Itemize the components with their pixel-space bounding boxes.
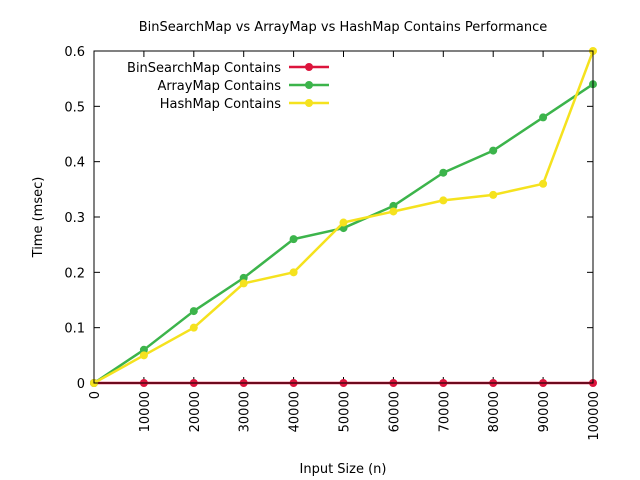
data-point — [239, 279, 248, 288]
data-point — [489, 146, 498, 155]
x-tick-label: 50000 — [338, 391, 353, 432]
x-tick-label: 30000 — [238, 391, 253, 432]
data-point — [439, 196, 448, 205]
x-tick-label: 0 — [88, 391, 103, 399]
x-tick-label: 90000 — [537, 391, 552, 432]
y-tick-label: 0.5 — [64, 100, 85, 115]
x-tick-label: 20000 — [188, 391, 203, 432]
x-axis-label: Input Size (n) — [300, 462, 387, 477]
legend-swatch-point — [305, 81, 313, 89]
y-tick-label: 0.1 — [64, 322, 85, 337]
y-axis-label: Time (msec) — [31, 177, 46, 259]
y-tick-label: 0.4 — [64, 156, 85, 171]
y-tick-label: 0.6 — [64, 45, 85, 60]
data-point — [489, 190, 498, 199]
legend-swatch-point — [305, 63, 313, 71]
data-point — [139, 351, 148, 360]
legend-label: ArrayMap Contains — [157, 79, 281, 94]
data-point — [189, 307, 198, 316]
data-point — [439, 168, 448, 177]
legend: BinSearchMap Contains ArrayMap Contains Ha… — [127, 61, 329, 112]
x-tick-label: 100000 — [587, 391, 602, 441]
y-tick-label: 0.2 — [64, 266, 85, 281]
data-point — [139, 345, 148, 354]
legend-label: BinSearchMap Contains — [127, 61, 281, 76]
data-point — [539, 113, 548, 122]
series-1 — [90, 80, 597, 387]
chart-title: BinSearchMap vs ArrayMap vs HashMap Cont… — [139, 20, 548, 35]
x-tick-label: 60000 — [387, 391, 402, 432]
data-point — [389, 207, 398, 216]
data-point — [189, 323, 198, 332]
series-line — [93, 83, 594, 385]
data-point — [339, 218, 348, 227]
x-tick-label: 80000 — [487, 391, 502, 432]
data-point — [239, 273, 248, 282]
x-tick-label: 70000 — [437, 391, 452, 432]
data-point — [289, 268, 298, 277]
data-point — [389, 201, 398, 210]
y-tick-label: 0 — [77, 377, 85, 392]
plot-frame — [93, 50, 594, 384]
data-point — [289, 235, 298, 244]
y-tick-label: 0.3 — [64, 211, 85, 226]
axis-ticks: 0 0.1 0.2 0.3 0.4 0.5 0.6 0 10000 20000 30000 40000… — [64, 45, 602, 441]
data-point — [539, 179, 548, 188]
legend-label: HashMap Contains — [160, 97, 282, 112]
x-tick-label: 40000 — [288, 391, 303, 432]
x-tick-label: 10000 — [138, 391, 153, 432]
legend-swatch-point — [305, 99, 313, 107]
